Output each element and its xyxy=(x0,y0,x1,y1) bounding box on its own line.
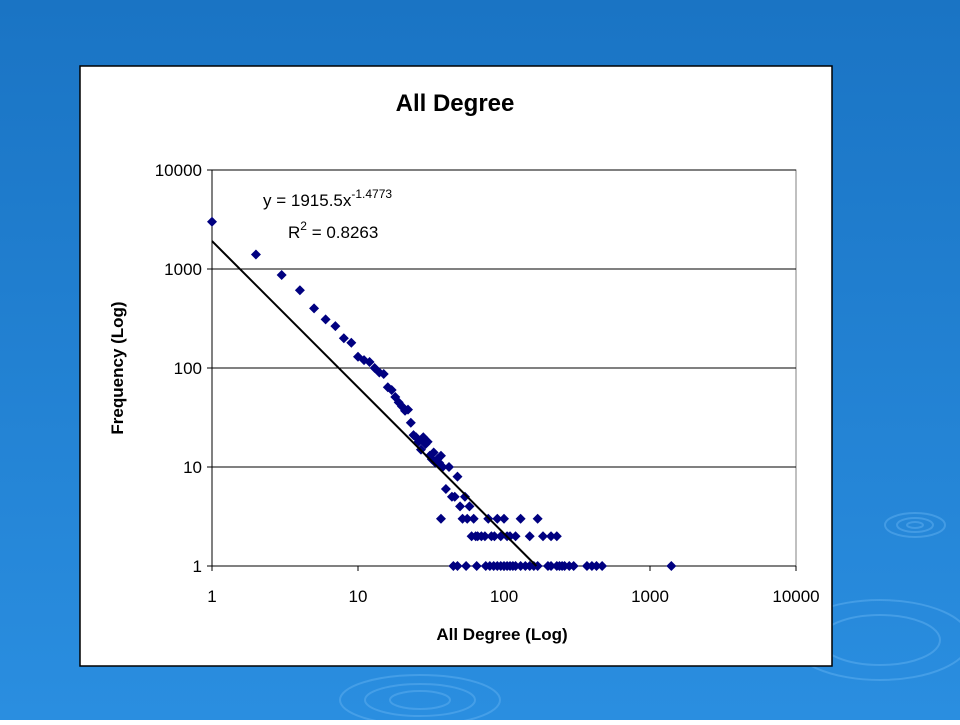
point xyxy=(338,333,349,344)
point xyxy=(468,513,479,524)
y-tick-label: 10 xyxy=(183,458,202,477)
r2-letter: R xyxy=(288,223,300,242)
point xyxy=(505,531,516,542)
point xyxy=(551,531,562,542)
r-squared: R2 = 0.8263 xyxy=(288,219,378,242)
point xyxy=(462,513,473,524)
point xyxy=(294,285,305,296)
point xyxy=(405,417,416,428)
point xyxy=(422,436,433,447)
point xyxy=(591,561,602,571)
point xyxy=(276,269,287,280)
point xyxy=(532,513,543,524)
equation-exponent: -1.4773 xyxy=(351,187,392,201)
point xyxy=(309,303,320,314)
point xyxy=(515,513,526,524)
point xyxy=(479,531,490,542)
point xyxy=(492,513,503,524)
point xyxy=(597,561,608,571)
equation-text: y = 1915.5x xyxy=(263,191,352,210)
point xyxy=(402,404,413,415)
x-tick-label: 10000 xyxy=(772,587,819,606)
point xyxy=(452,471,463,482)
point xyxy=(364,356,375,367)
point xyxy=(443,462,454,472)
x-tick-label: 1000 xyxy=(631,587,669,606)
trendline xyxy=(211,240,538,567)
y-tick-label: 10000 xyxy=(155,161,202,180)
point xyxy=(510,561,521,571)
point xyxy=(546,561,557,571)
point xyxy=(471,561,482,571)
x-tick-label: 1 xyxy=(207,587,216,606)
point xyxy=(330,321,341,332)
point xyxy=(449,491,460,502)
point xyxy=(499,513,509,524)
point xyxy=(435,450,446,461)
y-axis-label: Frequency (Log) xyxy=(108,301,127,434)
point xyxy=(546,531,557,542)
point xyxy=(455,501,466,512)
point xyxy=(459,491,470,502)
point xyxy=(428,447,439,458)
point xyxy=(452,561,463,571)
point xyxy=(386,384,397,395)
point xyxy=(378,368,389,379)
y-tick-label: 1 xyxy=(193,557,202,576)
chart-title: All Degree xyxy=(396,90,515,117)
point xyxy=(568,561,579,571)
point xyxy=(510,531,521,542)
point xyxy=(250,249,261,260)
x-axis-label: All Degree (Log) xyxy=(436,625,567,644)
trend-equation: y = 1915.5x-1.4773 xyxy=(263,187,392,210)
point xyxy=(207,216,217,227)
r2-power: 2 xyxy=(300,219,307,233)
point xyxy=(666,561,677,571)
point xyxy=(435,513,446,524)
point xyxy=(346,337,357,348)
point xyxy=(489,531,500,542)
y-tick-label: 1000 xyxy=(164,260,202,279)
point xyxy=(464,501,475,512)
point xyxy=(524,531,535,542)
point xyxy=(440,483,451,494)
r2-text: = 0.8263 xyxy=(307,223,378,242)
y-tick-label: 100 xyxy=(174,359,202,378)
point xyxy=(461,561,472,571)
x-tick-label: 100 xyxy=(490,587,518,606)
x-tick-label: 10 xyxy=(349,587,368,606)
point xyxy=(320,314,331,325)
point xyxy=(538,531,549,542)
